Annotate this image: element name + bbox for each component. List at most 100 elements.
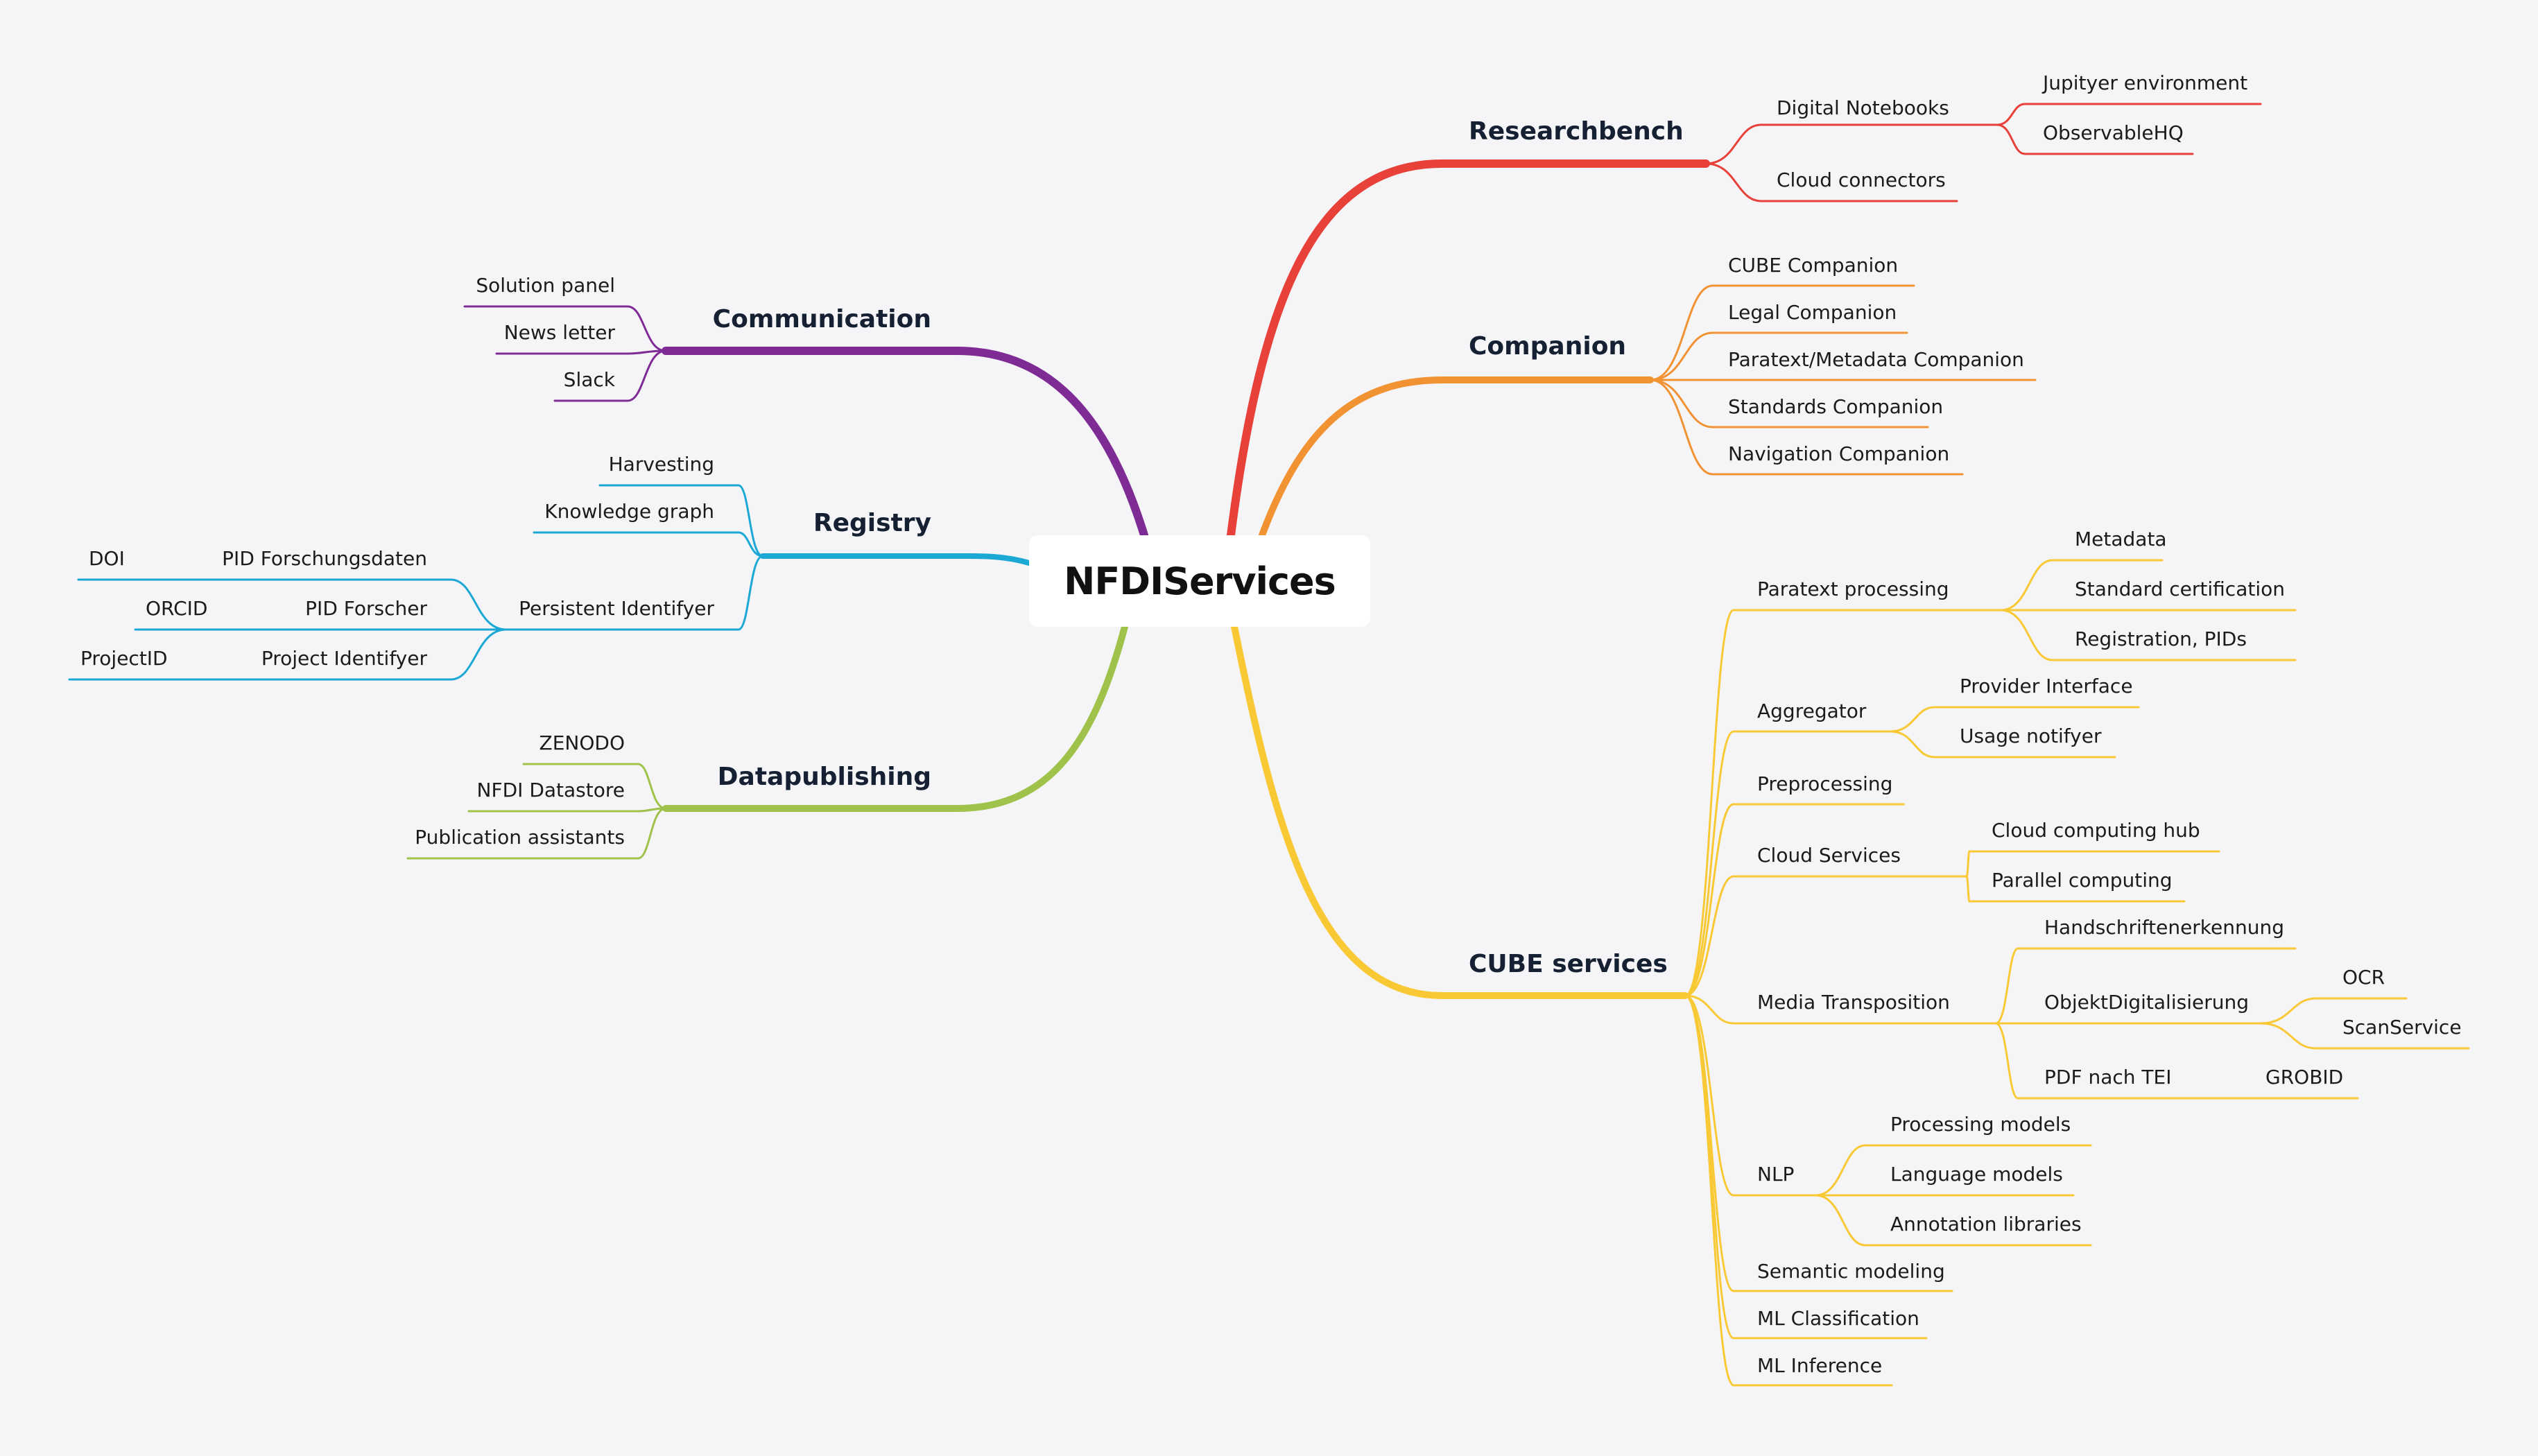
link-companion-1 (1649, 331, 1908, 381)
node-navigation-companion[interactable]: Navigation Companion (1728, 442, 1950, 465)
link-digital-notebooks (1704, 123, 1999, 165)
node-scanservice[interactable]: ScanService (2342, 1016, 2462, 1039)
node-standards-companion[interactable]: Standards Companion (1728, 395, 1944, 418)
node-pdf-nach-tei[interactable]: PDF nach TEI (2044, 1066, 2172, 1089)
node-nfdi-datastore[interactable]: NFDI Datastore (476, 779, 625, 801)
node-cloud-computing-hub[interactable]: Cloud computing hub (1992, 819, 2200, 842)
link-pdf-tei (1994, 1022, 2359, 1100)
node-semantic-modeling[interactable]: Semantic modeling (1757, 1260, 1945, 1283)
link-communication-0 (463, 305, 667, 352)
node-legal-companion[interactable]: Legal Companion (1728, 301, 1897, 324)
trunk-companion (1259, 376, 1654, 539)
branch-communication[interactable]: Communication (712, 305, 931, 333)
node-observablehq[interactable]: ObservableHQ (2043, 121, 2184, 144)
branch-datapublishing[interactable]: Datapublishing (717, 763, 931, 791)
link-datapublishing-0 (522, 763, 667, 810)
link-knowledge-graph (533, 531, 764, 557)
link-harvesting (598, 484, 764, 557)
link-pid-forschungsdaten (77, 578, 508, 631)
node-cloud-connectors[interactable]: Cloud connectors (1777, 168, 1946, 191)
link-jupityer (1996, 103, 2262, 126)
node-handschriftenerkennung[interactable]: Handschriftenerkennung (2044, 916, 2285, 939)
link-cube-1 (1684, 730, 1892, 997)
link-cloud-connectors (1704, 162, 1958, 202)
link-cube-4 (1684, 994, 1997, 1025)
node-cube-companion[interactable]: CUBE Companion (1728, 254, 1899, 277)
link-cube-6 (1684, 994, 1953, 1292)
link-cube-5 (1684, 994, 1817, 1197)
link-project-identifyer (68, 628, 508, 681)
node-project-identifyer[interactable]: Project Identifyer (261, 647, 427, 670)
link-processing-models (1814, 1144, 2092, 1197)
link-communication-1 (495, 349, 667, 355)
link-paratext-2 (1999, 609, 2297, 661)
root-topic[interactable]: NFDIServices (1029, 535, 1370, 627)
node-paratext-processing[interactable]: Paratext processing (1757, 578, 1949, 600)
trunk-communication (662, 347, 1148, 539)
node-doi[interactable]: DOI (89, 547, 125, 570)
trunk-datapublishing (662, 623, 1128, 812)
node-slack[interactable]: Slack (563, 368, 615, 391)
branch-cube-services[interactable]: CUBE services (1469, 950, 1668, 978)
node-processing-models[interactable]: Processing models (1890, 1113, 2071, 1136)
link-datapublishing-1 (467, 807, 667, 813)
link-companion-3 (1649, 379, 1929, 428)
node-projectid[interactable]: ProjectID (80, 647, 168, 670)
trunk-registry (760, 553, 1032, 566)
node-persistent-identifyer[interactable]: Persistent Identifyer (519, 597, 714, 620)
link-observablehq (1996, 123, 2194, 155)
node-harvesting[interactable]: Harvesting (608, 453, 714, 476)
node-news-letter[interactable]: News letter (503, 321, 615, 344)
node-solution-panel[interactable]: Solution panel (476, 274, 615, 297)
link-companion-4 (1649, 379, 1964, 476)
node-standard-certification[interactable]: Standard certification (2075, 578, 2285, 600)
node-registration-pids[interactable]: Registration, PIDs (2075, 627, 2247, 650)
node-metadata[interactable]: Metadata (2075, 528, 2167, 551)
node-paratext-metadata-companion[interactable]: Paratext/Metadata Companion (1728, 348, 2024, 371)
link-communication-2 (553, 349, 667, 402)
link-annotation-libraries (1814, 1194, 2092, 1247)
trunk-researchbench (1227, 159, 1710, 539)
node-jupityer-environment[interactable]: Jupityer environment (2043, 71, 2248, 94)
node-provider-interface[interactable]: Provider Interface (1960, 675, 2133, 697)
link-usage-notifyer (1889, 730, 2116, 759)
node-nlp[interactable]: NLP (1757, 1163, 1795, 1186)
node-objektdigitalisierung[interactable]: ObjektDigitalisierung (2044, 991, 2249, 1014)
node-pid-forschungsdaten[interactable]: PID Forschungsdaten (222, 547, 427, 570)
link-parallel (1965, 875, 2186, 903)
link-cube-0 (1684, 609, 2002, 997)
node-cloud-services[interactable]: Cloud Services (1757, 844, 1901, 867)
node-ocr[interactable]: OCR (2342, 966, 2385, 989)
branch-registry[interactable]: Registry (813, 509, 931, 537)
link-datapublishing-2 (406, 807, 667, 860)
link-companion-0 (1649, 284, 1915, 381)
node-usage-notifyer[interactable]: Usage notifyer (1960, 725, 2102, 747)
link-cube-8 (1684, 994, 1893, 1387)
node-media-transposition[interactable]: Media Transposition (1757, 991, 1950, 1014)
node-ml-inference[interactable]: ML Inference (1757, 1354, 1883, 1377)
link-paratext-0 (1999, 559, 2164, 612)
node-annotation-libraries[interactable]: Annotation libraries (1890, 1213, 2082, 1236)
node-knowledge-graph[interactable]: Knowledge graph (544, 500, 714, 523)
link-scanservice (2259, 1022, 2470, 1050)
node-ml-classification[interactable]: ML Classification (1757, 1307, 1919, 1330)
link-provider-interface (1889, 706, 2140, 733)
link-persistent-identifyer (505, 555, 764, 631)
link-cube-2 (1684, 803, 1905, 997)
node-zenodo[interactable]: ZENODO (539, 731, 625, 754)
node-orcid[interactable]: ORCID (146, 597, 208, 620)
node-grobid[interactable]: GROBID (2265, 1066, 2344, 1089)
node-aggregator[interactable]: Aggregator (1757, 700, 1867, 722)
trunk-cube (1231, 623, 1689, 999)
branch-companion[interactable]: Companion (1469, 332, 1627, 361)
node-pid-forscher[interactable]: PID Forscher (305, 597, 427, 620)
node-language-models[interactable]: Language models (1890, 1163, 2063, 1186)
node-parallel-computing[interactable]: Parallel computing (1992, 869, 2173, 892)
node-preprocessing[interactable]: Preprocessing (1757, 772, 1893, 795)
node-publication-assistants[interactable]: Publication assistants (415, 826, 625, 849)
branch-researchbench[interactable]: Researchbench (1469, 117, 1684, 146)
node-digital-notebooks[interactable]: Digital Notebooks (1777, 96, 1949, 119)
link-cube-3 (1684, 875, 1968, 997)
